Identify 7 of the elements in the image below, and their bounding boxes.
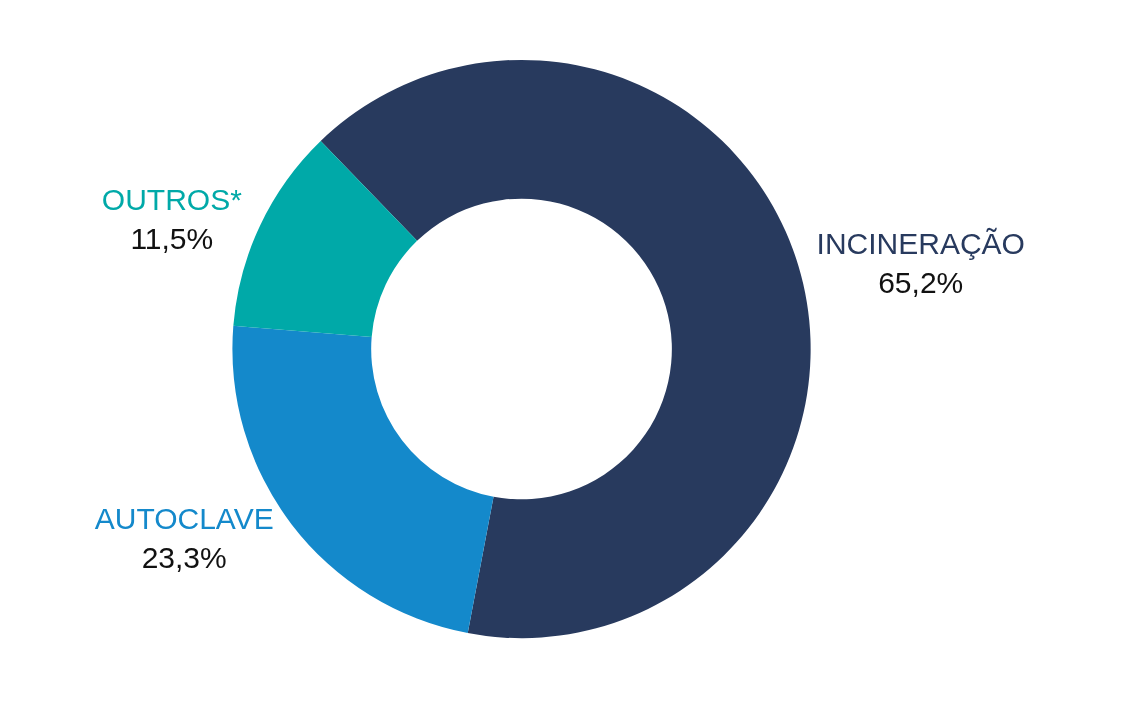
donut-slice: [320, 59, 811, 638]
slice-label: INCINERAÇÃO: [816, 227, 1025, 261]
data-label: 11,5%: [130, 221, 214, 255]
slice-label: AUTOCLAVE: [94, 501, 274, 535]
slice-label: OUTROS*: [101, 182, 243, 216]
data-label: 23,3%: [141, 540, 227, 574]
data-label: 65,2%: [878, 266, 964, 300]
